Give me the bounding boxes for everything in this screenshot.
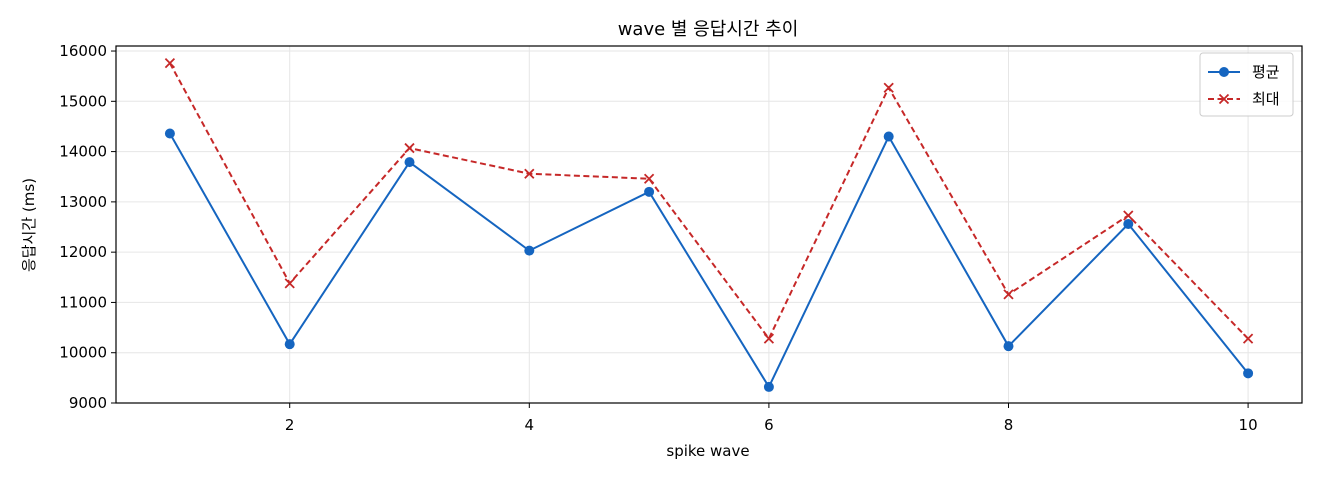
- data-point: [763, 381, 774, 392]
- data-point: [284, 339, 295, 350]
- legend-label: 평균: [1252, 63, 1280, 81]
- data-point: [164, 128, 175, 139]
- y-tick-label: 16000: [59, 42, 107, 60]
- data-point: [644, 186, 655, 197]
- data-point: [643, 173, 655, 184]
- x-axis-title: spike wave: [666, 442, 749, 460]
- x-tick-label: 4: [525, 416, 535, 434]
- plot-frame: [115, 45, 1303, 404]
- data-point: [883, 131, 894, 142]
- x-tick-label: 2: [285, 416, 295, 434]
- chart-title: wave 별 응답시간 추이: [618, 19, 799, 40]
- y-tick-label: 15000: [59, 92, 107, 110]
- x-tick-label: 8: [1004, 416, 1014, 434]
- legend-label: 최대: [1252, 90, 1280, 108]
- y-tick-label: 13000: [59, 193, 107, 211]
- data-point: [1123, 218, 1134, 229]
- data-point: [164, 57, 176, 69]
- y-tick-label: 9000: [69, 394, 107, 412]
- series-1: [164, 128, 1254, 392]
- series-line: [169, 132, 1249, 389]
- data-point: [284, 278, 295, 289]
- x-axis-ticks: 2 4 6 8 10: [285, 403, 1258, 434]
- legend-item: 최대: [1208, 90, 1280, 108]
- x-tick-label: 10: [1239, 416, 1258, 434]
- y-tick-label: 10000: [59, 344, 107, 362]
- series-2: [164, 57, 1254, 344]
- y-axis-title: 응답시간 (ms): [20, 178, 38, 272]
- data-point: [1003, 289, 1014, 300]
- y-tick-label: 12000: [59, 243, 107, 261]
- y-tick-label: 14000: [59, 143, 107, 161]
- data-point: [883, 82, 894, 93]
- data-point: [1242, 333, 1254, 344]
- data-point: [763, 333, 775, 344]
- series-layer: [164, 57, 1254, 392]
- data-point: [1003, 341, 1014, 352]
- y-axis-ticks: 9000 10000 11000 12000 13000 14000 15000 16000: [59, 42, 116, 412]
- data-point: [524, 168, 535, 179]
- data-point: [524, 245, 535, 256]
- data-point: [404, 157, 415, 168]
- legend-marker: [1219, 67, 1229, 77]
- y-tick-label: 11000: [59, 293, 107, 311]
- legend-item: 평균: [1208, 63, 1280, 81]
- data-point: [1243, 368, 1254, 379]
- x-tick-label: 6: [764, 416, 774, 434]
- data-point: [404, 142, 415, 154]
- series-line: [169, 62, 1249, 341]
- legend-marker: [1218, 93, 1230, 105]
- data-point: [1123, 210, 1134, 221]
